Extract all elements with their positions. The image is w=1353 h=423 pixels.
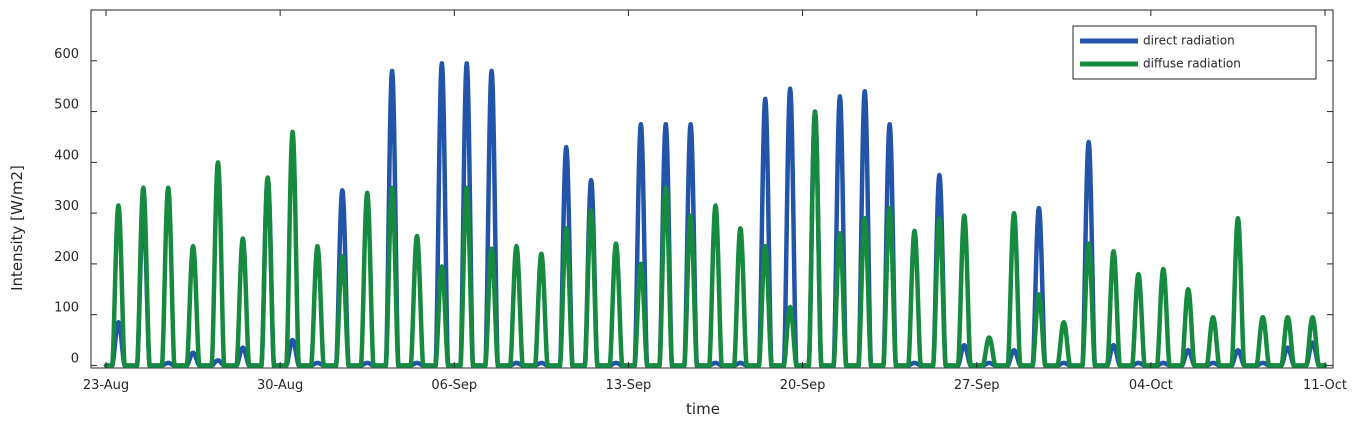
series-layer — [103, 61, 1328, 368]
x-tick-label: 11-Oct — [1303, 378, 1347, 393]
series-diffuse-radiation — [103, 109, 1328, 368]
legend: direct radiation diffuse radiation — [1072, 25, 1317, 80]
legend-box — [1072, 25, 1317, 80]
y-tick-label: 500 — [54, 98, 79, 113]
y-tick-label: 200 — [54, 250, 79, 265]
x-tick-label: 20-Sep — [780, 378, 826, 393]
y-axis-title: Intensity [W/m2] — [8, 165, 26, 291]
x-tick-label: 06-Sep — [431, 378, 477, 393]
y-tick-label: 100 — [54, 301, 79, 316]
x-tick-label: 27-Sep — [954, 378, 1000, 393]
y-tick-label: 300 — [54, 199, 79, 214]
x-tick-label: 04-Oct — [1129, 378, 1173, 393]
legend-label-diffuse-radiation: diffuse radiation — [1143, 57, 1241, 71]
legend-label-direct-radiation: direct radiation — [1143, 34, 1235, 48]
y-tick-label: 400 — [54, 148, 79, 163]
y-tick-label: 0 — [71, 351, 79, 366]
y-tick-label: 600 — [54, 47, 79, 62]
x-tick-label: 23-Aug — [83, 378, 129, 393]
axes-layer: 0 100 200 300 400 500 600 23-Aug 30-Aug 06-Sep 13-… — [54, 10, 1347, 393]
x-tick-label: 30-Aug — [257, 378, 303, 393]
x-tick-label: 13-Sep — [606, 378, 652, 393]
x-axis-title: time — [686, 400, 720, 418]
